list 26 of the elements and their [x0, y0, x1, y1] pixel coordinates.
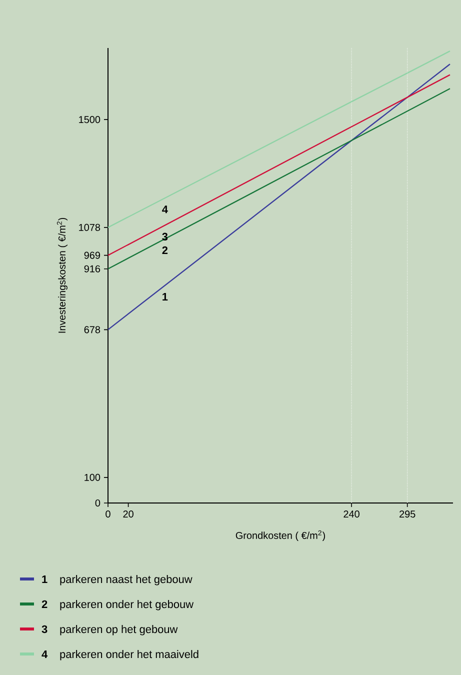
y-tick-label: 969: [84, 252, 100, 259]
y-tick-label: 1500: [79, 116, 100, 124]
y-tick-label: 1078: [79, 224, 100, 231]
line-series: [107, 63, 451, 330]
y-axis-title: Investeringskosten ( €/m$^{2}$): [56, 218, 68, 333]
x-tick-label: 240: [344, 510, 360, 518]
x-axis-title: Grondkosten ( €/m$^{2}$): [236, 530, 325, 541]
x-tick-label: 20: [123, 510, 134, 518]
annotation: 4: [162, 206, 168, 214]
text: 4: [42, 650, 48, 658]
line-series: [107, 50, 451, 228]
y-tick-label: 678: [84, 326, 100, 334]
y-tick-label: 0: [95, 499, 100, 507]
y-tick-label: 916: [84, 265, 100, 272]
legend-label: parkeren onder het gebouw: [60, 600, 194, 610]
legend-label: parkeren op het gebouw: [60, 625, 178, 636]
text: 1: [42, 575, 48, 583]
text: 2: [42, 600, 48, 608]
annotation: 1: [162, 292, 168, 301]
x-tick-label: 295: [400, 510, 416, 518]
annotation: 2: [162, 246, 168, 254]
legend-label: parkeren naast het gebouw: [60, 575, 192, 586]
x-tick-label: 0: [106, 510, 110, 518]
legend-label: parkeren onder het maaiveld: [60, 650, 198, 660]
text: 3: [42, 625, 48, 634]
y-tick-label: 100: [84, 474, 100, 481]
